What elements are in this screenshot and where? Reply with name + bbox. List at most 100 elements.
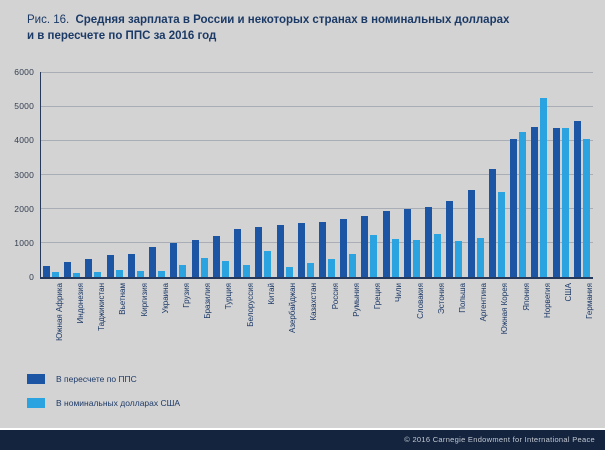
bar-ppp	[403, 208, 411, 277]
bar-group	[168, 72, 189, 277]
y-axis-tick-5000: 5000	[14, 101, 34, 112]
title-line-1: Рис. 16. Средняя зарплата в России и нек…	[27, 12, 509, 28]
bar-group	[126, 72, 147, 277]
footer-separator	[0, 428, 605, 430]
y-axis-tick-6000: 6000	[14, 67, 34, 77]
bar-group	[105, 72, 126, 277]
x-axis-label: Грузия	[182, 283, 191, 308]
bar-ppp	[43, 266, 50, 277]
x-axis-label: Китай	[266, 283, 276, 305]
y-axis-tick-1000: 1000	[14, 237, 34, 248]
bar-ppp	[255, 227, 263, 277]
x-axis-label: Индонезия	[75, 283, 85, 324]
bar-nominal	[497, 191, 505, 277]
x-axis-label: Казахстан	[309, 283, 319, 321]
gridline-3000	[41, 174, 593, 175]
bar-nominal	[455, 241, 463, 277]
bar-nominal	[221, 260, 229, 277]
y-axis-tick-3000: 3000	[14, 169, 34, 180]
bar-ppp	[276, 224, 284, 277]
bar-ppp	[361, 216, 369, 277]
bar-nominal	[52, 272, 59, 277]
x-axis-label: Вьетнам	[118, 283, 128, 315]
bar-nominal	[73, 272, 81, 277]
gridline-4000	[41, 139, 593, 141]
bar-nominal	[179, 264, 187, 277]
x-axis-label: Белоруссия	[245, 283, 255, 327]
bar-nominal	[391, 238, 399, 277]
bar-ppp	[552, 128, 560, 277]
bar-group	[232, 72, 253, 277]
x-axis-label: Азербайджан	[288, 283, 298, 334]
title-text-1: Средняя зарплата в России и некоторых ст…	[75, 14, 510, 26]
bar-group	[190, 72, 211, 277]
x-axis-label: Южная Корея	[500, 283, 510, 335]
gridline-6000	[41, 72, 593, 73]
x-axis-label: Греция	[373, 283, 383, 310]
x-axis-label: Норвегия	[542, 283, 552, 319]
bar-ppp	[510, 138, 518, 277]
bar-group	[402, 72, 423, 277]
x-axis-label: Япония	[521, 283, 531, 311]
bar-group	[62, 72, 83, 277]
x-axis-label: Аргентина	[479, 283, 489, 322]
legend-item-nominal: В номинальных долларах США	[27, 398, 180, 408]
bar-nominal	[412, 239, 420, 277]
bar-group	[253, 72, 274, 277]
x-axis-label: Чили	[394, 283, 404, 302]
bar-group	[529, 72, 550, 277]
x-axis-label: Словакия	[415, 283, 425, 319]
legend-swatch-ppp	[27, 374, 45, 384]
bar-nominal	[370, 235, 378, 277]
x-axis-label: США	[564, 283, 574, 302]
bar-group	[444, 72, 465, 277]
legend-label-ppp: В пересчете по ППС	[56, 374, 137, 384]
bar-ppp	[149, 246, 157, 277]
gridline-1000	[41, 242, 593, 244]
bar-ppp	[85, 258, 93, 277]
x-axis-label: Украина	[160, 283, 170, 314]
legend-label-nominal: В номинальных долларах США	[56, 398, 181, 408]
bar-nominal	[349, 253, 357, 277]
x-axis-label: Германия	[585, 283, 595, 319]
x-axis-label: Южная Африка	[54, 283, 64, 341]
x-axis-label: Польша	[458, 283, 467, 313]
bar-ppp	[234, 228, 242, 277]
y-axis-tick-0: 0	[29, 272, 34, 282]
bar-group	[41, 72, 62, 277]
bar-nominal	[434, 233, 442, 277]
bar-nominal	[561, 128, 569, 277]
bar-ppp	[64, 262, 72, 277]
figure-number: Рис. 16.	[27, 14, 70, 26]
bar-group	[466, 72, 487, 277]
bar-ppp	[191, 240, 199, 277]
bar-nominal	[540, 97, 548, 277]
bar-nominal	[264, 251, 272, 277]
gridline-5000	[41, 105, 593, 107]
bar-group	[147, 72, 168, 277]
bar-nominal	[94, 272, 102, 277]
x-axis-label: Киргизия	[139, 283, 149, 317]
bar-nominal	[136, 271, 144, 277]
bar-ppp	[425, 206, 433, 277]
bar-group	[381, 72, 402, 277]
bar-group	[487, 72, 508, 277]
chart-legend: В пересчете по ППС В номинальных доллара…	[27, 374, 180, 422]
plot-area: 0 1000 2000 3000 4000 5000 6000 Южная Африка Инд…	[14, 67, 594, 341]
bar-group	[423, 72, 444, 277]
x-axis-label: Эстония	[436, 283, 446, 314]
title-text-2: и в пересчете по ППС за 2016 год	[27, 30, 217, 42]
bar-group	[317, 72, 338, 277]
bar-group	[275, 72, 296, 277]
x-axis-label: Румыния	[351, 283, 361, 317]
bar-ppp	[467, 189, 475, 277]
bar-nominal	[158, 270, 166, 277]
bar-nominal	[306, 262, 314, 277]
bar-group	[572, 72, 593, 277]
copyright-text: © 2016 Carnegie Endowment for Internatio…	[404, 435, 595, 444]
bar-ppp	[297, 222, 305, 277]
bar-nominal	[328, 258, 335, 277]
bar-ppp	[127, 253, 135, 277]
legend-item-ppp: В пересчете по ППС	[27, 374, 180, 384]
